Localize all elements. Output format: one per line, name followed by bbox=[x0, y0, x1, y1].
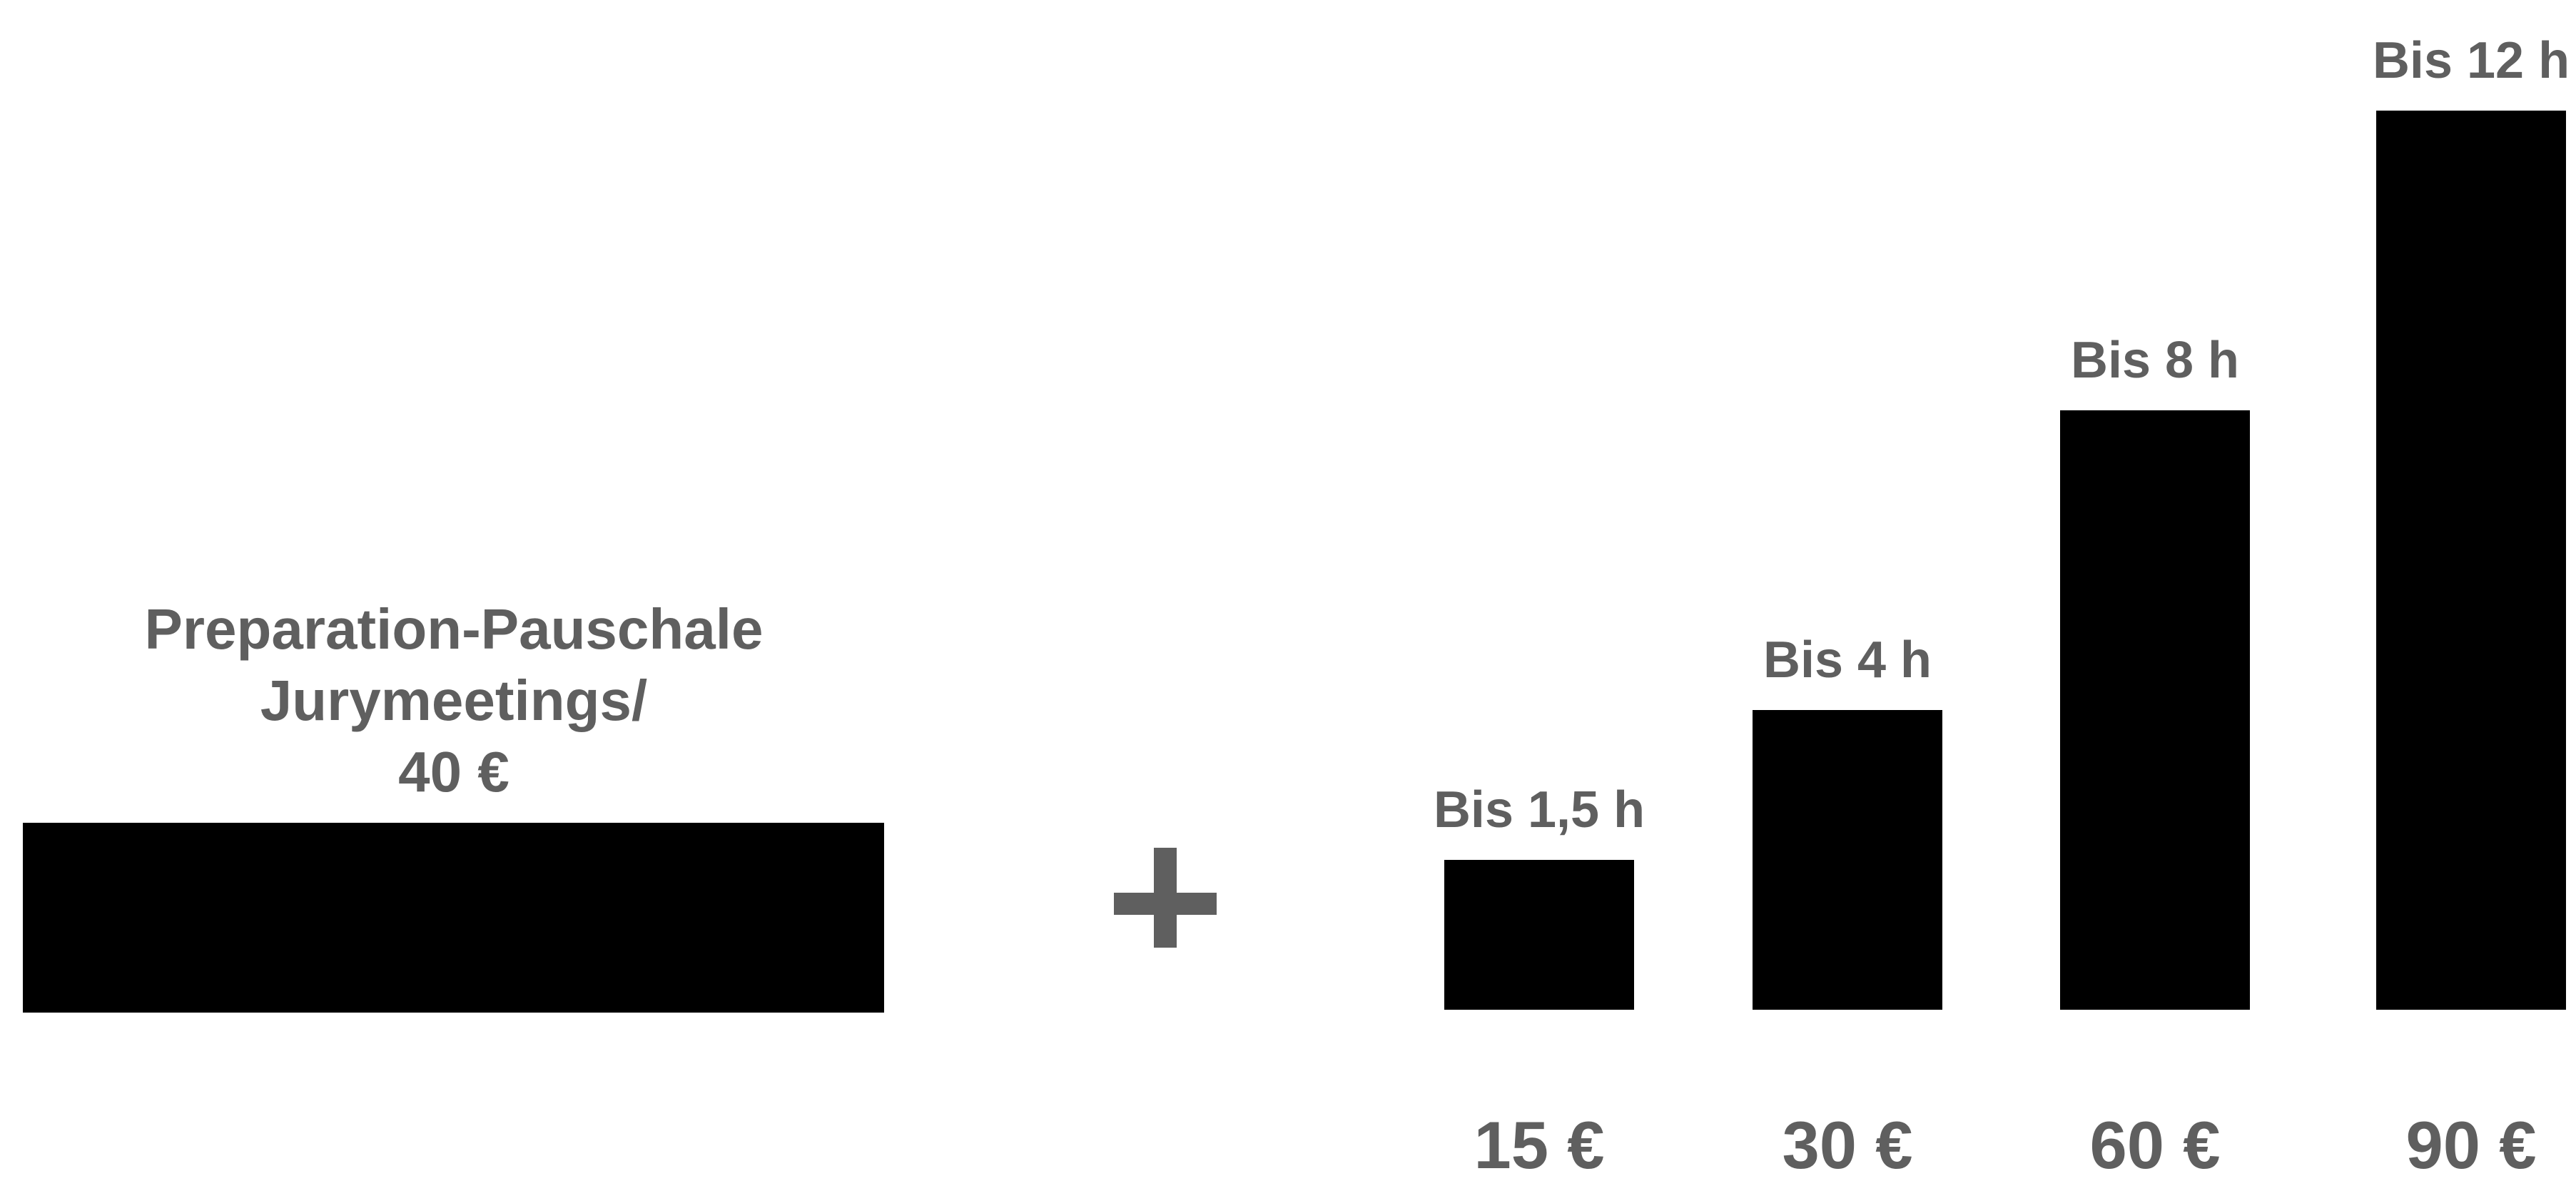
tier-category-label-1: Bis 1,5 h bbox=[1434, 781, 1645, 838]
tier-bar-3 bbox=[2060, 410, 2250, 1010]
tier-bar-1 bbox=[1444, 860, 1634, 1010]
tier-bars: Bis 1,5 h 15 € Bis 4 h 30 € Bis 8 h 60 € Bis 1… bbox=[1434, 32, 2570, 1181]
plus-icon bbox=[1114, 848, 1217, 948]
tier-value-label-2: 30 € bbox=[1783, 1107, 1913, 1181]
base-label-line-2: Jurymeetings/ bbox=[260, 669, 647, 732]
tier-bar-4 bbox=[2376, 111, 2566, 1010]
tier-value-label-4: 90 € bbox=[2406, 1107, 2537, 1181]
tier-value-label-3: 60 € bbox=[2090, 1107, 2221, 1181]
tier-category-label-3: Bis 8 h bbox=[2071, 332, 2239, 389]
tier-category-label-4: Bis 12 h bbox=[2373, 32, 2570, 89]
tier-bar-2 bbox=[1753, 710, 1942, 1010]
base-fee-group: Preparation-Pauschale Jurymeetings/ 40 € bbox=[23, 597, 884, 1013]
tier-category-label-2: Bis 4 h bbox=[1763, 632, 1932, 689]
base-label-line-3: 40 € bbox=[398, 740, 509, 804]
base-fee-bar bbox=[23, 823, 884, 1013]
tier-value-label-1: 15 € bbox=[1474, 1107, 1605, 1181]
base-label-line-1: Preparation-Pauschale bbox=[145, 597, 764, 661]
